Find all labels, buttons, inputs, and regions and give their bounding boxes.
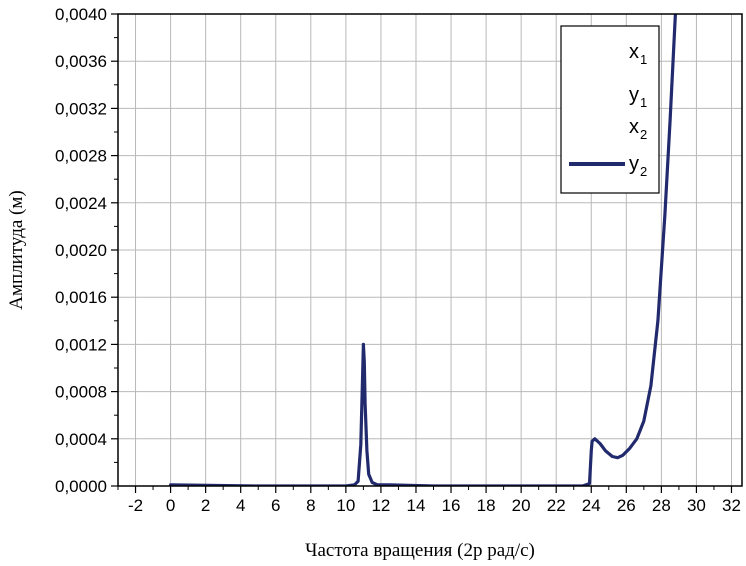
legend-entry: x2	[629, 116, 647, 142]
x-axis-title: Частота вращения (2p рад/с)	[305, 540, 535, 561]
legend-entry: y2	[629, 153, 647, 179]
x-tick-label: 0	[166, 496, 175, 515]
x-tick-label: 32	[722, 496, 741, 515]
legend: x1 y1 x2 y2	[560, 25, 660, 194]
y-tick-label: 0,0040	[55, 5, 107, 24]
y-tick-label: 0,0020	[55, 241, 107, 260]
x-tick-label: -2	[128, 496, 143, 515]
x-tick-label: 18	[477, 496, 496, 515]
legend-entry: y1	[629, 84, 647, 110]
y-tick-label: 0,0000	[55, 477, 107, 496]
x-tick-label: 26	[617, 496, 636, 515]
x-tick-label: 4	[236, 496, 245, 515]
x-tick-label: 28	[652, 496, 671, 515]
y-axis-ticks	[111, 13, 118, 487]
y-tick-label: 0,0036	[55, 52, 107, 71]
plot-frame	[117, 13, 743, 487]
x-tick-labels: -2 0 2 4 6 8 10 12 14 16 18 20 22 24 26 28 30 32	[128, 496, 741, 515]
series-line-y2	[169, 14, 677, 486]
x-tick-label: 10	[336, 496, 355, 515]
y-tick-label: 0,0012	[55, 335, 107, 354]
y-tick-label: 0,0032	[55, 99, 107, 118]
series-group	[169, 14, 677, 486]
y-tick-label: 0,0004	[55, 430, 107, 449]
y-tick-labels: 0,0000 0,0004 0,0008 0,0012 0,0016 0,0020 0,00…	[55, 5, 107, 496]
y-tick-label: 0,0028	[55, 147, 107, 166]
x-axis-ticks	[117, 486, 733, 493]
x-tick-label: 6	[271, 496, 280, 515]
y-tick-label: 0,0024	[55, 194, 107, 213]
x-tick-label: 24	[582, 496, 601, 515]
x-tick-label: 20	[512, 496, 531, 515]
y-axis-title: Амплитуда (м)	[6, 190, 27, 309]
x-tick-label: 22	[547, 496, 566, 515]
x-tick-label: 12	[371, 496, 390, 515]
x-tick-label: 2	[201, 496, 210, 515]
x-tick-label: 16	[442, 496, 461, 515]
y-tick-label: 0,0016	[55, 288, 107, 307]
x-tick-label: 8	[306, 496, 315, 515]
y-tick-label: 0,0008	[55, 383, 107, 402]
x-tick-label: 30	[687, 496, 706, 515]
legend-entry: x1	[629, 41, 647, 67]
x-tick-label: 14	[407, 496, 426, 515]
